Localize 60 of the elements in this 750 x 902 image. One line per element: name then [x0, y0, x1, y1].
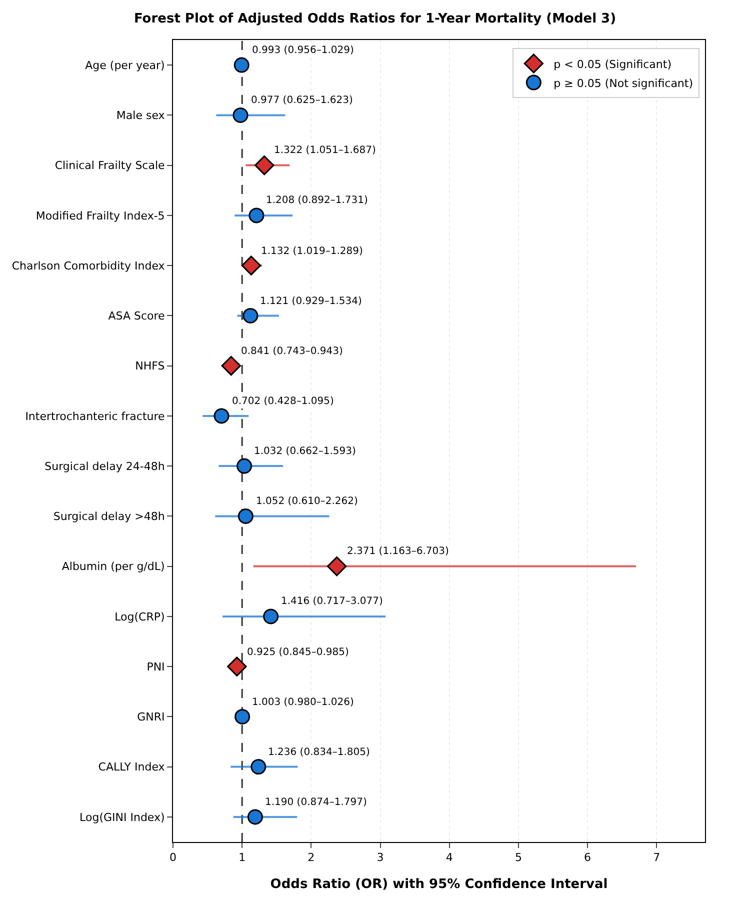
data-label: 1.190 (0.874–1.797) [265, 797, 367, 808]
x-axis-title: Odds Ratio (OR) with 95% Confidence Interval [270, 876, 608, 892]
x-tick-label: 2 [308, 851, 315, 864]
y-tick-label: Age (per year) [85, 58, 165, 72]
y-tick-label: ASA Score [108, 310, 166, 323]
data-label: 1.003 (0.980–1.026) [252, 697, 354, 708]
data-label: 1.052 (0.610–2.262) [256, 496, 358, 507]
data-label: 1.121 (0.929–1.534) [260, 296, 362, 307]
y-tick-label: Surgical delay 24-48h [44, 460, 165, 473]
point [263, 608, 279, 624]
point [232, 107, 248, 123]
y-tick-label: Clinical Frailty Scale [54, 159, 166, 172]
y-tick-label: Intertrochanteric fracture [25, 410, 166, 423]
y-tick-label: CALLY Index [98, 760, 166, 774]
x-tick-label: 1 [238, 851, 246, 864]
x-tick-label: 5 [514, 851, 522, 864]
point [221, 356, 241, 376]
y-tick-label: Male sex [116, 109, 166, 122]
data-label: 0.925 (0.845–0.985) [247, 647, 349, 658]
x-tick-label: 6 [584, 851, 592, 864]
y-tick-label: Modified Frailty Index-5 [36, 209, 165, 222]
point [234, 57, 250, 73]
point [248, 208, 264, 224]
point [242, 308, 258, 324]
y-tick-label: GNRI [137, 710, 165, 724]
point [254, 155, 274, 176]
point [250, 759, 266, 775]
data-label: 0.702 (0.428–1.095) [232, 396, 334, 407]
data-label: 1.236 (0.834–1.805) [268, 747, 370, 758]
data-label: 1.322 (1.051–1.687) [274, 145, 376, 156]
data-label: 1.208 (0.892–1.731) [266, 195, 368, 206]
y-tick-label: Surgical delay >48h [53, 510, 165, 524]
data-label: 1.132 (1.019–1.289) [261, 246, 363, 257]
y-tick-label: Albumin (per g/dL) [62, 560, 165, 574]
data-label: 1.032 (0.662–1.593) [254, 446, 356, 457]
x-tick-label: 7 [653, 851, 660, 864]
point [241, 256, 262, 276]
y-tick-label: Charlson Comorbidity Index [12, 259, 166, 272]
point [234, 708, 250, 724]
x-tick-label: 3 [376, 851, 384, 864]
data-label: 2.371 (1.163–6.703) [347, 546, 449, 557]
legend-label: p < 0.05 (Significant) [554, 58, 672, 71]
data-label: 0.977 (0.625–1.623) [251, 95, 353, 106]
point [227, 656, 247, 676]
point [326, 556, 347, 576]
legend-label: p ≥ 0.05 (Not significant) [554, 76, 694, 90]
y-tick-label: NHFS [135, 360, 165, 373]
y-tick-label: Log(CRP) [114, 610, 165, 624]
data-label: 1.416 (0.717–3.077) [281, 596, 383, 607]
y-tick-label: Log(GINI Index) [80, 810, 165, 824]
point [236, 458, 252, 474]
data-label: 0.993 (0.956–1.029) [252, 45, 354, 56]
data-label: 0.841 (0.743–0.943) [241, 346, 343, 357]
chart-title: Forest Plot of Adjusted Odds Ratios for 1-Year Mortality (Model 3) [134, 12, 616, 27]
point [238, 508, 254, 524]
x-tick-label: 4 [446, 851, 453, 864]
y-tick-label: PNI [146, 660, 165, 674]
x-tick-label: 0 [170, 851, 176, 864]
point [214, 408, 230, 424]
point [247, 809, 263, 825]
